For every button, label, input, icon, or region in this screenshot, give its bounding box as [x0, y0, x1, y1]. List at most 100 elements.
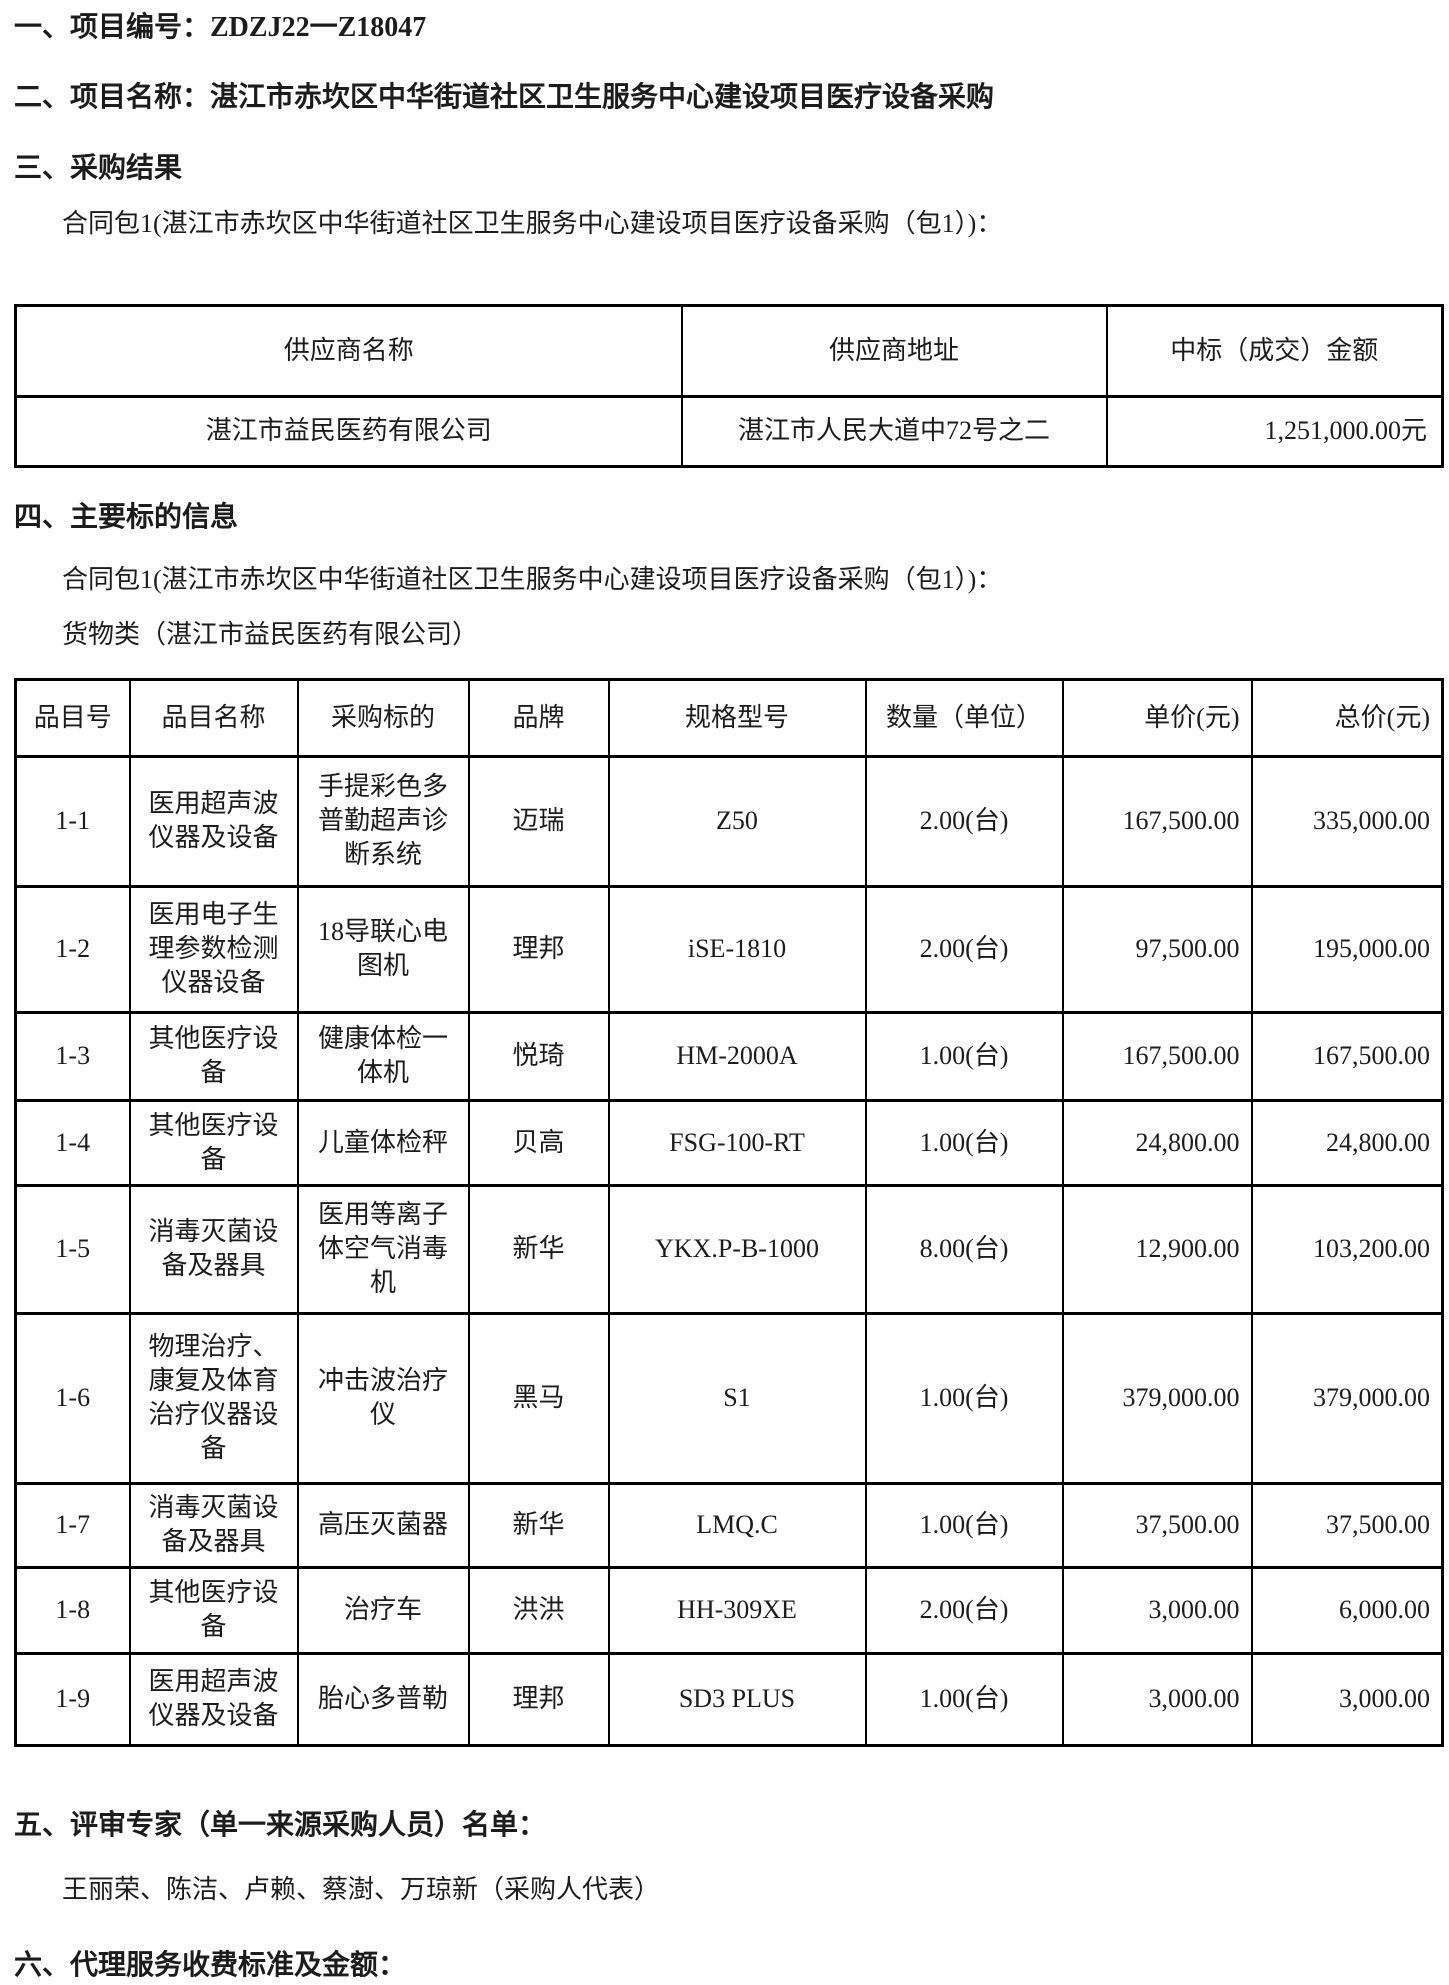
total-price-cell: 3,000.00: [1250, 1651, 1444, 1747]
item-no-cell: 1-1: [14, 754, 131, 888]
item-name-cell: 医用超声波仪器及设备: [128, 1651, 299, 1747]
procurement-target-cell: 治疗车: [296, 1565, 470, 1655]
section-5-heading: 五、评审专家（单一来源采购人员）名单：: [14, 1809, 547, 1841]
items-table: 品目号 品目名称 采购标的 品牌 规格型号 数量（单位） 单价(元) 总价(元)…: [14, 677, 1444, 1747]
item-name-cell: 物理治疗、康复及体育治疗仪器设备: [128, 1311, 299, 1485]
brand-cell: 黑马: [467, 1311, 610, 1485]
brand-cell: 新华: [467, 1481, 610, 1569]
unit-price-cell: 3,000.00: [1061, 1651, 1253, 1747]
supplier-address-cell: 湛江市人民大道中72号之二: [680, 394, 1108, 468]
section-4-heading: 四、主要标的信息: [14, 501, 239, 533]
table-header-row: 品目号 品目名称 采购标的 品牌 规格型号 数量（单位） 单价(元) 总价(元): [14, 677, 1444, 758]
item-name-cell: 其他医疗设备: [128, 1565, 299, 1655]
model-cell: HH-309XE: [607, 1565, 867, 1655]
quantity-cell: 2.00(台): [864, 1565, 1064, 1655]
award-amount-cell: 1,251,000.00元: [1105, 394, 1444, 468]
total-price-cell: 37,500.00: [1250, 1481, 1444, 1569]
table-row: 1-1 医用超声波仪器及设备 手提彩色多普勤超声诊断系统 迈瑞 Z50 2.00…: [14, 754, 1444, 888]
unit-price-cell: 97,500.00: [1061, 884, 1253, 1014]
item-name-cell: 其他医疗设备: [128, 1010, 299, 1102]
quantity-cell: 1.00(台): [864, 1481, 1064, 1569]
procurement-target-cell: 儿童体检秤: [296, 1098, 470, 1187]
section-2-heading: 二、项目名称：湛江市赤坎区中华街道社区卫生服务中心建设项目医疗设备采购: [14, 82, 995, 114]
procurement-target-cell: 高压灭菌器: [296, 1481, 470, 1569]
total-price-cell: 103,200.00: [1250, 1183, 1444, 1315]
brand-cell: 悦琦: [467, 1010, 610, 1102]
total-price-header: 总价(元): [1250, 677, 1444, 758]
table-row: 1-7 消毒灭菌设备及器具 高压灭菌器 新华 LMQ.C 1.00(台) 37,…: [14, 1481, 1444, 1569]
model-cell: HM-2000A: [607, 1010, 867, 1102]
brand-cell: 理邦: [467, 884, 610, 1014]
brand-cell: 贝高: [467, 1098, 610, 1187]
model-cell: S1: [607, 1311, 867, 1485]
unit-price-cell: 24,800.00: [1061, 1098, 1253, 1187]
procurement-target-cell: 健康体检一体机: [296, 1010, 470, 1102]
unit-price-cell: 3,000.00: [1061, 1565, 1253, 1655]
quantity-cell: 2.00(台): [864, 884, 1064, 1014]
total-price-cell: 24,800.00: [1250, 1098, 1444, 1187]
item-name-header: 品目名称: [128, 677, 299, 758]
item-name-cell: 其他医疗设备: [128, 1098, 299, 1187]
contract-package-line: 合同包1(湛江市赤坎区中华街道社区卫生服务中心建设项目医疗设备采购（包1）)：: [62, 209, 1003, 239]
table-row: 1-9 医用超声波仪器及设备 胎心多普勒 理邦 SD3 PLUS 1.00(台)…: [14, 1651, 1444, 1747]
goods-category-line: 货物类（湛江市益民医药有限公司）: [62, 620, 479, 650]
table-row: 湛江市益民医药有限公司 湛江市人民大道中72号之二 1,251,000.00元: [14, 394, 1444, 468]
unit-price-cell: 379,000.00: [1061, 1311, 1253, 1485]
item-no-cell: 1-5: [14, 1183, 131, 1315]
quantity-cell: 1.00(台): [864, 1010, 1064, 1102]
supplier-name-header: 供应商名称: [14, 303, 683, 398]
unit-price-cell: 12,900.00: [1061, 1183, 1253, 1315]
item-no-cell: 1-9: [14, 1651, 131, 1747]
quantity-cell: 2.00(台): [864, 754, 1064, 888]
supplier-name-cell: 湛江市益民医药有限公司: [14, 394, 683, 468]
contract-package-line: 合同包1(湛江市赤坎区中华街道社区卫生服务中心建设项目医疗设备采购（包1）)：: [62, 565, 1003, 595]
model-header: 规格型号: [607, 677, 867, 758]
section-6-heading: 六、代理服务收费标准及金额：: [14, 1950, 407, 1982]
table-row: 1-6 物理治疗、康复及体育治疗仪器设备 冲击波治疗仪 黑马 S1 1.00(台…: [14, 1311, 1444, 1485]
item-no-cell: 1-6: [14, 1311, 131, 1485]
unit-price-cell: 167,500.00: [1061, 754, 1253, 888]
procurement-target-header: 采购标的: [296, 677, 470, 758]
total-price-cell: 167,500.00: [1250, 1010, 1444, 1102]
table-row: 1-3 其他医疗设备 健康体检一体机 悦琦 HM-2000A 1.00(台) 1…: [14, 1010, 1444, 1102]
table-row: 1-2 医用电子生理参数检测仪器设备 18导联心电图机 理邦 iSE-1810 …: [14, 884, 1444, 1014]
item-name-cell: 消毒灭菌设备及器具: [128, 1481, 299, 1569]
quantity-cell: 1.00(台): [864, 1098, 1064, 1187]
total-price-cell: 379,000.00: [1250, 1311, 1444, 1485]
total-price-cell: 195,000.00: [1250, 884, 1444, 1014]
table-row: 1-8 其他医疗设备 治疗车 洪洪 HH-309XE 2.00(台) 3,000…: [14, 1565, 1444, 1655]
brand-cell: 理邦: [467, 1651, 610, 1747]
model-cell: Z50: [607, 754, 867, 888]
model-cell: SD3 PLUS: [607, 1651, 867, 1747]
award-amount-header: 中标（成交）金额: [1105, 303, 1444, 398]
brand-cell: 洪洪: [467, 1565, 610, 1655]
table-header-row: 供应商名称 供应商地址 中标（成交）金额: [14, 303, 1444, 398]
quantity-cell: 1.00(台): [864, 1651, 1064, 1747]
unit-price-header: 单价(元): [1061, 677, 1253, 758]
brand-header: 品牌: [467, 677, 610, 758]
table-row: 1-5 消毒灭菌设备及器具 医用等离子体空气消毒机 新华 YKX.P-B-100…: [14, 1183, 1444, 1315]
procurement-target-cell: 胎心多普勒: [296, 1651, 470, 1747]
item-no-header: 品目号: [14, 677, 131, 758]
item-no-cell: 1-7: [14, 1481, 131, 1569]
procurement-target-cell: 18导联心电图机: [296, 884, 470, 1014]
quantity-cell: 8.00(台): [864, 1183, 1064, 1315]
expert-names-line: 王丽荣、陈洁、卢赖、蔡澍、万琼新（采购人代表）: [62, 1875, 661, 1905]
item-name-cell: 医用电子生理参数检测仪器设备: [128, 884, 299, 1014]
item-no-cell: 1-3: [14, 1010, 131, 1102]
table-row: 1-4 其他医疗设备 儿童体检秤 贝高 FSG-100-RT 1.00(台) 2…: [14, 1098, 1444, 1187]
item-no-cell: 1-8: [14, 1565, 131, 1655]
model-cell: iSE-1810: [607, 884, 867, 1014]
item-name-cell: 医用超声波仪器及设备: [128, 754, 299, 888]
procurement-target-cell: 冲击波治疗仪: [296, 1311, 470, 1485]
supplier-address-header: 供应商地址: [680, 303, 1108, 398]
model-cell: FSG-100-RT: [607, 1098, 867, 1187]
unit-price-cell: 37,500.00: [1061, 1481, 1253, 1569]
item-no-cell: 1-2: [14, 884, 131, 1014]
quantity-cell: 1.00(台): [864, 1311, 1064, 1485]
procurement-target-cell: 医用等离子体空气消毒机: [296, 1183, 470, 1315]
section-3-heading: 三、采购结果: [14, 152, 183, 184]
procurement-target-cell: 手提彩色多普勤超声诊断系统: [296, 754, 470, 888]
item-name-cell: 消毒灭菌设备及器具: [128, 1183, 299, 1315]
